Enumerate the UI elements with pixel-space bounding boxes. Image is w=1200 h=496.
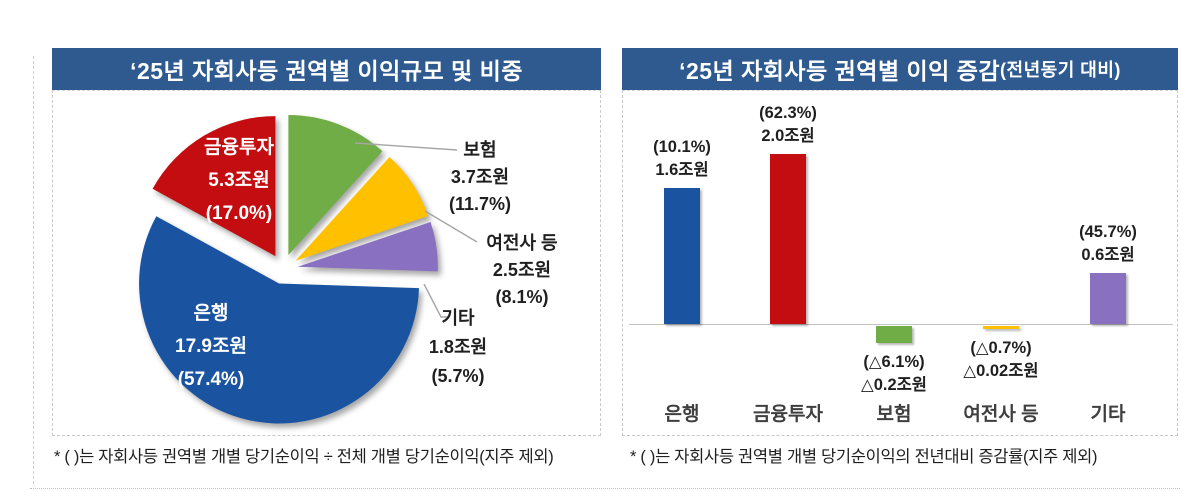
bar-value-label-3: (△0.7%) △0.02조원 <box>931 337 1071 383</box>
slice-pct: (8.1%) <box>495 287 549 307</box>
pie-chart-area: 금융투자 5.3조원 (17.0%) 은행 17.9조원 (57.4%) 보험 … <box>52 90 601 436</box>
bar-title-suffix: (전년동기 대비) <box>1000 60 1121 80</box>
bar-amount-text: 2.0조원 <box>761 127 815 145</box>
bar-value-label-2: (△6.1%) △0.2조원 <box>824 351 964 397</box>
pie-label-others: 기타 1.8조원 (5.7%) <box>429 304 487 391</box>
pie-slice-0 <box>288 114 383 255</box>
slice-value: 17.9조원 <box>175 336 247 357</box>
leader-line-others <box>423 283 449 318</box>
slice-name: 보험 <box>463 140 497 160</box>
pie-slice-2 <box>297 222 438 272</box>
pie-label-insurance: 보험 3.7조원 (11.7%) <box>449 137 511 218</box>
category-label-1: 금융투자 <box>753 404 823 425</box>
pie-title-text: ‘25년 자회사등 권역별 이익규모 및 비중 <box>130 58 523 84</box>
pie-slice-4 <box>152 116 276 257</box>
bar-amount-text: △0.2조원 <box>861 376 927 394</box>
category-label-3: 여전사 등 <box>963 404 1039 425</box>
slice-pct: (11.7%) <box>448 194 512 214</box>
pie-footnote: * ( )는 자회사등 권역별 개별 당기순이익 ÷ 전체 개별 당기순이익(지… <box>54 448 554 466</box>
pie-label-capital: 여전사 등 2.5조원 (8.1%) <box>486 230 557 311</box>
pie-label-bank: 은행 17.9조원 (57.4%) <box>175 297 247 396</box>
slice-pct: (57.4%) <box>177 369 245 390</box>
bar-amount-text: △0.02조원 <box>963 362 1039 380</box>
slice-name: 기타 <box>441 308 475 328</box>
bar-panel-title: ‘25년 자회사등 권역별 이익 증감 (전년동기 대비) <box>622 48 1178 90</box>
category-label-0: 은행 <box>664 404 700 425</box>
pie-panel: ‘25년 자회사등 권역별 이익규모 및 비중 금융투자 5.3조원 (17.0… <box>52 48 601 436</box>
slice-name: 은행 <box>193 303 229 324</box>
slice-name: 금융투자 <box>204 137 274 158</box>
slice-pct: (17.0%) <box>205 203 273 224</box>
outer-border-left <box>33 56 34 484</box>
bar-pct-text: (△0.7%) <box>970 339 1032 357</box>
bar-amount-text: 0.6조원 <box>1081 246 1135 264</box>
pie-slice-3 <box>139 216 419 424</box>
category-label-4: 기타 <box>1090 404 1126 425</box>
bar-2 <box>876 326 912 343</box>
leader-line-insurance <box>354 142 458 151</box>
bar-value-label-1: (62.3%) 2.0조원 <box>718 102 858 148</box>
bar-3 <box>983 326 1019 329</box>
bar-panel: ‘25년 자회사등 권역별 이익 증감 (전년동기 대비) (10.1%) 1.6조… <box>622 48 1178 436</box>
bar-value-label-0: (10.1%) 1.6조원 <box>612 136 752 182</box>
outer-border-bottom <box>30 488 1180 489</box>
bar-pct-text: (45.7%) <box>1079 223 1137 241</box>
slice-name: 여전사 등 <box>486 233 558 253</box>
bar-4 <box>1090 273 1126 324</box>
slice-value: 3.7조원 <box>450 167 510 187</box>
category-label-2: 보험 <box>876 404 912 425</box>
slice-value: 2.5조원 <box>492 260 552 280</box>
bar-pct-text: (62.3%) <box>759 104 817 122</box>
bar-footnote: * ( )는 자회사등 권역별 개별 당기순이익의 전년대비 증감률(지주 제외… <box>630 448 1098 466</box>
bar-0 <box>664 188 700 324</box>
bar-value-label-4: (45.7%) 0.6조원 <box>1038 221 1178 267</box>
pie-panel-title: ‘25년 자회사등 권역별 이익규모 및 비중 <box>52 48 601 90</box>
pie-slice-1 <box>295 157 429 261</box>
pie-label-securities: 금융투자 5.3조원 (17.0%) <box>204 131 274 230</box>
slice-pct: (5.7%) <box>431 366 485 386</box>
slice-value: 5.3조원 <box>208 170 270 191</box>
zero-axis-line <box>629 324 1173 325</box>
bar-pct-text: (△6.1%) <box>863 353 925 371</box>
slice-value: 1.8조원 <box>428 337 488 357</box>
pie-chart <box>139 114 478 424</box>
bar-amount-text: 1.6조원 <box>655 161 709 179</box>
bar-pct-text: (10.1%) <box>653 138 711 156</box>
leader-line-capital <box>424 210 478 243</box>
bar-title-text: ‘25년 자회사등 권역별 이익 증감 <box>679 58 1001 84</box>
bar-1 <box>770 154 806 324</box>
